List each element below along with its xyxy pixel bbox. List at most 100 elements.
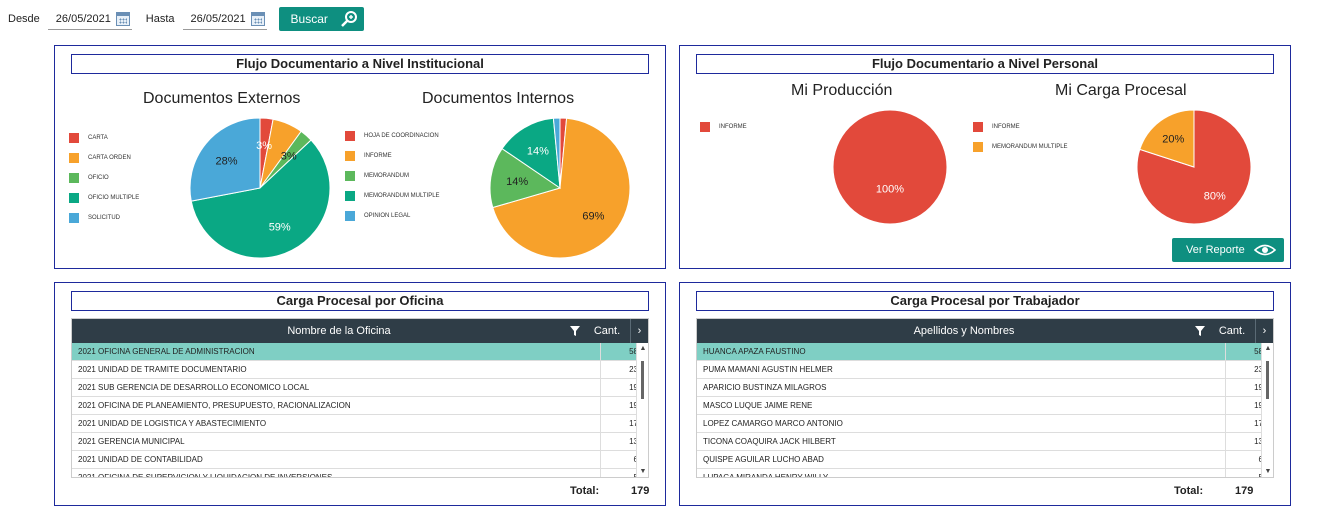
scroll-down-icon[interactable]: ▼ — [639, 468, 647, 475]
scroll-thumb[interactable] — [1266, 361, 1269, 399]
chevron-right-icon[interactable]: › — [1255, 319, 1273, 343]
table-row[interactable]: QUISPE AGUILAR LUCHO ABAD 6 — [697, 450, 1273, 469]
scroll-thumb[interactable] — [641, 361, 644, 399]
oficina-grid: Nombre de la Oficina Cant. › 2021 OFICIN… — [71, 318, 649, 478]
buscar-label: Buscar — [290, 12, 328, 26]
col-cant[interactable]: Cant. — [1218, 325, 1246, 337]
row-cant: 13 — [600, 432, 648, 451]
legend-swatch — [69, 133, 79, 143]
produccion-pie-chart: 100% — [832, 109, 948, 225]
col-nombre-oficina[interactable]: Nombre de la Oficina — [287, 325, 391, 337]
institucional-title: Flujo Documentario a Nivel Institucional — [71, 54, 649, 74]
pie-data-label: 59% — [269, 222, 291, 234]
desde-date-value[interactable]: 26/05/2021 — [55, 12, 111, 25]
table-row[interactable]: 2021 OFICINA GENERAL DE ADMINISTRACION 58 — [72, 343, 648, 361]
legend-label: OFICIO — [88, 175, 109, 181]
pie-data-label: 3% — [256, 140, 272, 152]
legend-swatch — [345, 171, 355, 181]
scroll-down-icon[interactable]: ▼ — [1264, 468, 1272, 475]
legend-label: MEMORANDUM MULTIPLE — [364, 193, 440, 199]
desde-date-input[interactable]: 26/05/2021 — [47, 8, 132, 30]
buscar-button[interactable]: Buscar — [278, 7, 364, 31]
internos-pie-chart: 69% 14% 14% — [489, 117, 631, 259]
internos-legend: HOJA DE COORDINACION INFORME MEMORANDUM MEM… — [345, 126, 440, 226]
calendar-icon[interactable] — [250, 11, 265, 26]
carga-chart-title: Mi Carga Procesal — [1055, 82, 1187, 99]
trabajador-grid-header: Apellidos y Nombres Cant. › — [697, 319, 1273, 343]
row-name: 2021 OFICINA DE PLANEAMIENTO, PRESUPUEST… — [78, 401, 351, 410]
externos-pie-chart: 3% 3% 59% 28% — [189, 117, 331, 259]
table-row[interactable]: PUMA MAMANI AGUSTIN HELMER 23 — [697, 360, 1273, 379]
table-row[interactable]: 2021 UNIDAD DE CONTABILIDAD 6 — [72, 450, 648, 469]
pie-slice — [190, 139, 331, 259]
scroll-up-icon[interactable]: ▲ — [1264, 345, 1272, 352]
row-cant: 6 — [1225, 450, 1273, 469]
pie-slice — [1139, 109, 1195, 168]
personal-title: Flujo Documentario a Nivel Personal — [696, 54, 1274, 74]
calendar-icon[interactable] — [115, 11, 130, 26]
legend-swatch — [973, 142, 983, 152]
legend-label: SOLICITUD — [88, 215, 121, 221]
chevron-right-icon[interactable]: › — [630, 319, 648, 343]
row-cant: 23 — [1225, 360, 1273, 379]
filter-icon[interactable] — [566, 325, 584, 337]
row-name: PUMA MAMANI AGUSTIN HELMER — [703, 365, 833, 374]
table-row[interactable]: 2021 OFICINA DE PLANEAMIENTO, PRESUPUEST… — [72, 396, 648, 415]
table-row[interactable]: 2021 GERENCIA MUNICIPAL 13 — [72, 432, 648, 451]
pie-slice — [492, 117, 631, 259]
legend-swatch — [345, 211, 355, 221]
scroll-up-icon[interactable]: ▲ — [639, 345, 647, 352]
legend-label: MEMORANDUM MULTIPLE — [992, 144, 1068, 150]
vertical-scrollbar[interactable]: ▲ ▼ — [1261, 343, 1273, 477]
table-row[interactable]: TICONA COAQUIRA JACK HILBERT 13 — [697, 432, 1273, 451]
table-row[interactable]: APARICIO BUSTINZA MILAGROS 19 — [697, 378, 1273, 397]
row-name: 2021 UNIDAD DE CONTABILIDAD — [78, 455, 203, 464]
table-row[interactable]: MASCO LUQUE JAIME RENE 19 — [697, 396, 1273, 415]
row-name: 2021 UNIDAD DE LOGISTICA Y ABASTECIMIENT… — [78, 419, 267, 428]
pie-slice — [1136, 109, 1252, 225]
row-cant: 6 — [600, 450, 648, 469]
trabajador-grid: Apellidos y Nombres Cant. › HUANCA APAZA… — [696, 318, 1274, 478]
legend-swatch — [700, 122, 710, 132]
hasta-date-input[interactable]: 26/05/2021 — [182, 8, 267, 30]
row-name: LUPACA MIRANDA HENRY WILLY — [697, 473, 1225, 477]
table-row[interactable]: LOPEZ CAMARGO MARCO ANTONIO 17 — [697, 414, 1273, 433]
legend-swatch — [345, 191, 355, 201]
table-row[interactable]: HUANCA APAZA FAUSTINO 58 — [697, 343, 1273, 361]
legend-item: INFORME — [345, 146, 440, 166]
row-cant: 19 — [1225, 396, 1273, 415]
oficina-grid-header: Nombre de la Oficina Cant. › — [72, 319, 648, 343]
legend-item: CARTA — [69, 128, 139, 148]
pie-slice — [489, 147, 562, 209]
filter-icon[interactable] — [1191, 325, 1209, 337]
vertical-scrollbar[interactable]: ▲ ▼ — [636, 343, 648, 477]
legend-label: MEMORANDUM — [364, 173, 409, 179]
legend-swatch — [69, 213, 79, 223]
col-apellidos-nombres[interactable]: Apellidos y Nombres — [913, 325, 1015, 337]
legend-item: HOJA DE COORDINACION — [345, 126, 440, 146]
pie-slice — [501, 117, 561, 190]
legend-item: INFORME — [700, 117, 747, 137]
externos-chart-title: Documentos Externos — [143, 90, 301, 107]
legend-item: MEMORANDUM MULTIPLE — [345, 186, 440, 206]
trabajador-title: Carga Procesal por Trabajador — [696, 291, 1274, 311]
col-cant[interactable]: Cant. — [593, 325, 621, 337]
hasta-label: Hasta — [145, 13, 175, 25]
legend-item: OFICIO — [69, 168, 139, 188]
row-cant: 19 — [600, 378, 648, 397]
pie-data-label: 69% — [582, 211, 604, 223]
oficina-panel: Carga Procesal por Oficina Nombre de la … — [54, 282, 666, 506]
table-row[interactable]: 2021 SUB GERENCIA DE DESARROLLO ECONOMIC… — [72, 378, 648, 397]
pie-data-label: 100% — [876, 184, 904, 196]
oficina-title: Carga Procesal por Oficina — [71, 291, 649, 311]
table-row[interactable]: 2021 UNIDAD DE TRAMITE DOCUMENTARIO 23 — [72, 360, 648, 379]
hasta-date-value[interactable]: 26/05/2021 — [190, 12, 246, 25]
table-row[interactable]: 2021 UNIDAD DE LOGISTICA Y ABASTECIMIENT… — [72, 414, 648, 433]
table-row[interactable]: 2021 OFICINA DE SUPERVICION Y LIQUIDACIO… — [72, 468, 648, 477]
trabajador-total-value: 179 — [1235, 485, 1254, 497]
eye-icon — [1254, 244, 1276, 256]
table-row[interactable]: LUPACA MIRANDA HENRY WILLY5 — [697, 468, 1273, 477]
ver-reporte-button[interactable]: Ver Reporte — [1172, 238, 1284, 262]
legend-item: OFICIO MULTIPLE — [69, 188, 139, 208]
row-name: 2021 OFICINA DE SUPERVICION Y LIQUIDACIO… — [72, 473, 600, 477]
